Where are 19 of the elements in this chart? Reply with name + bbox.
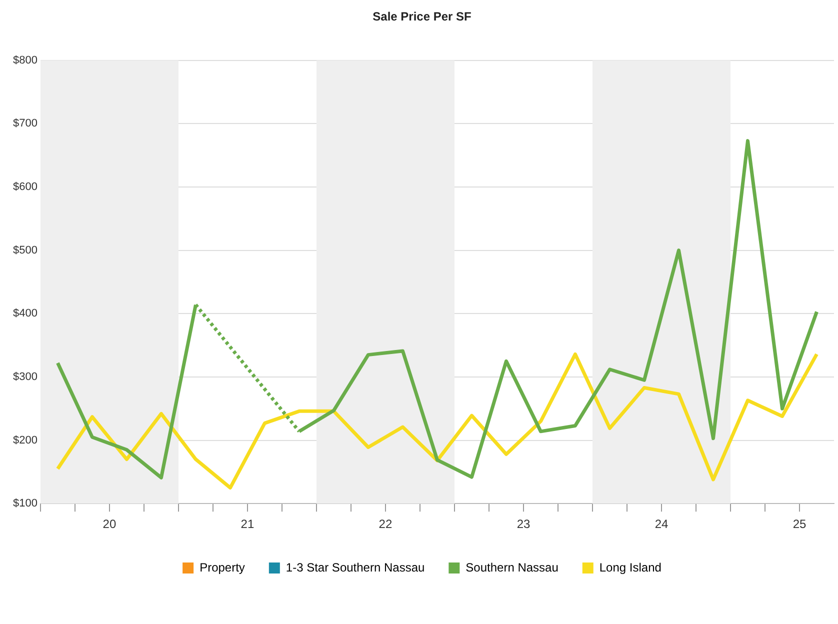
x-tick-label: 21 [240,517,254,532]
y-tick-label: $700 [12,118,38,130]
x-tick-label: 20 [102,517,116,532]
legend-label: Property [200,560,245,574]
x-tick-label: 22 [378,517,392,532]
y-tick-label: $100 [12,498,38,510]
legend-label: 1-3 Star Southern Nassau [286,560,425,574]
x-tick-label: 25 [792,517,806,532]
legend-label: Long Island [599,560,662,574]
y-tick-label: $500 [12,244,38,256]
legend-label: Southern Nassau [466,560,558,574]
x-tick-label: 23 [516,517,530,532]
x-tick-label: 24 [654,517,668,532]
y-tick-label: $400 [12,308,38,320]
y-tick-label: $200 [12,434,38,446]
y-tick-label: $600 [12,181,38,194]
chart-title: Sale Price Per SF [372,10,472,24]
y-tick-label: $800 [12,54,38,66]
y-tick-label: $300 [12,371,38,384]
